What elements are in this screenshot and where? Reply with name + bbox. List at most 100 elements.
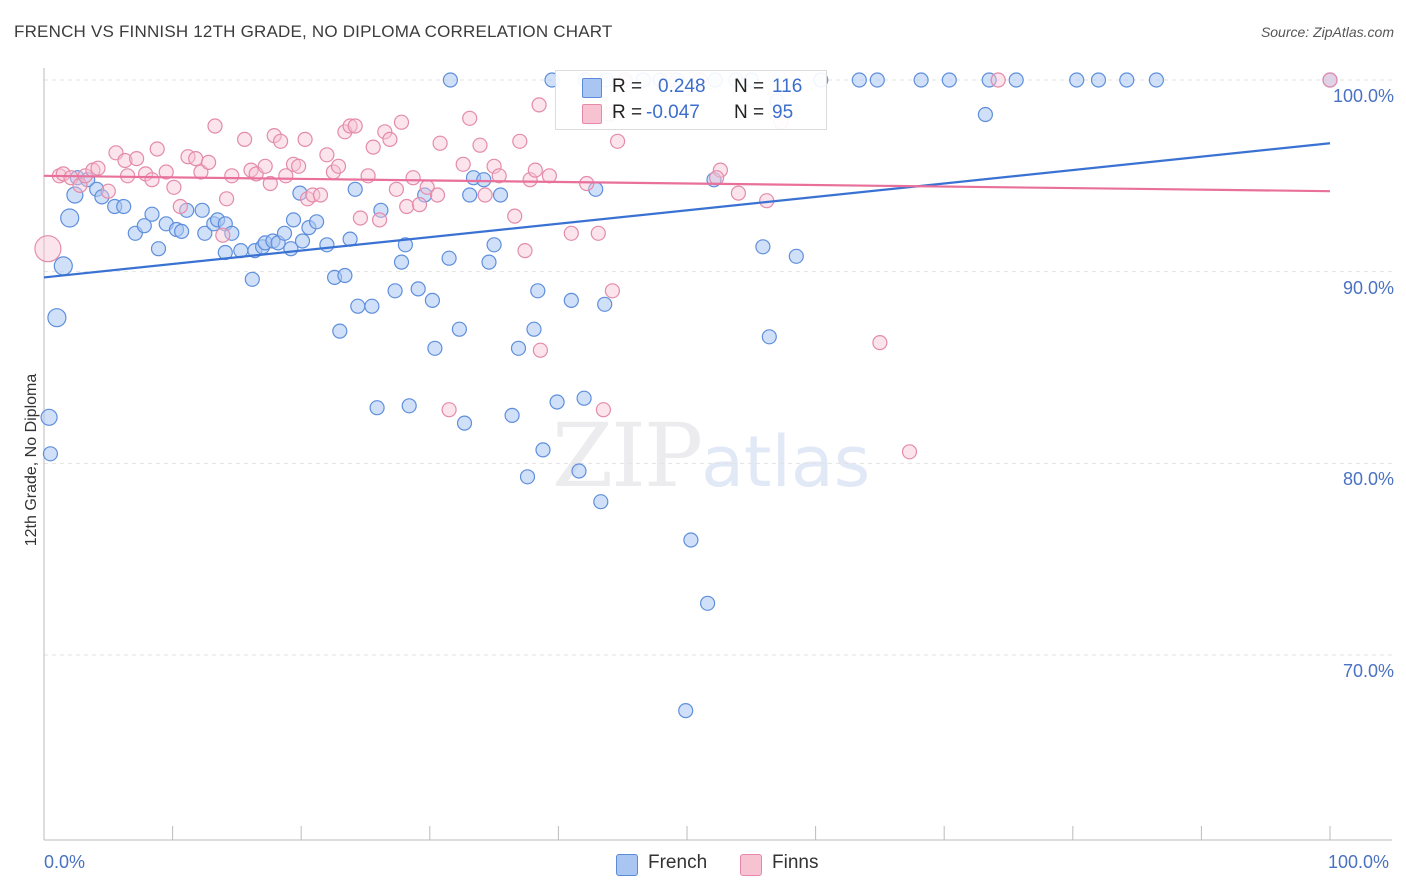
finns-point (90, 160, 106, 176)
french-point (597, 296, 613, 312)
finns-point (399, 198, 415, 215)
french-point (369, 400, 385, 416)
finns-point (432, 135, 448, 151)
french-point (393, 254, 410, 270)
finns-point (215, 227, 231, 243)
french-point (47, 308, 67, 328)
finns-point (990, 72, 1006, 88)
finns-point (312, 187, 329, 203)
french-point (66, 186, 84, 204)
finns-point (365, 139, 381, 155)
finns-point (472, 137, 488, 153)
finns-trend-line (43, 174, 1331, 193)
legend-n-value: 95 (772, 102, 794, 123)
french-point (276, 225, 293, 241)
legend-swatch-french (582, 78, 602, 98)
french-point (678, 702, 694, 719)
finns-point (730, 185, 747, 201)
french-point (576, 390, 592, 406)
finns-point (512, 133, 528, 149)
finns-point (330, 158, 347, 174)
finns-point (429, 187, 446, 203)
french-point (492, 187, 509, 203)
french-point (401, 398, 417, 414)
bottom-legend-swatch-french (616, 854, 638, 876)
chart-title: FRENCH VS FINNISH 12TH GRADE, NO DIPLOMA… (14, 22, 613, 41)
finns-point (237, 131, 253, 147)
finns-point (532, 342, 549, 358)
french-point (40, 408, 58, 426)
french-point (571, 463, 587, 479)
finns-point (579, 175, 595, 192)
finns-point (901, 444, 918, 460)
french-point (347, 181, 363, 197)
finns-point (712, 162, 729, 178)
finns-point (55, 166, 71, 182)
finns-point (531, 97, 547, 113)
legend-r-label: R = (612, 102, 643, 123)
french-point (549, 394, 565, 410)
legend-row-finns: R = -0.047 N = 95 (556, 101, 826, 127)
french-point (337, 267, 353, 284)
finns-point (72, 177, 88, 193)
french-point (977, 106, 994, 123)
legend-r-value: -0.047 (646, 102, 700, 123)
legend-n-label: N = (734, 102, 765, 123)
finns-point (34, 235, 62, 263)
french-point (1148, 72, 1165, 88)
finns-point (595, 402, 612, 418)
french-point (441, 250, 457, 266)
french-point (530, 283, 546, 299)
french-point (144, 206, 160, 222)
finns-point (393, 114, 410, 130)
french-trend-line (43, 142, 1331, 279)
french-point (350, 298, 366, 314)
french-point (60, 208, 80, 228)
french-point (410, 281, 426, 297)
french-point (136, 218, 152, 234)
french-point (1090, 72, 1107, 88)
finns-point (517, 243, 533, 259)
finns-point (342, 118, 358, 134)
finns-point (382, 131, 398, 147)
finns-point (207, 118, 223, 134)
french-point (285, 212, 302, 228)
french-point (788, 248, 804, 264)
finns-point (172, 198, 188, 215)
finns-point (319, 147, 335, 163)
french-point (1069, 72, 1085, 88)
finns-point (541, 168, 558, 184)
french-point (476, 172, 492, 188)
finns-point (411, 197, 428, 213)
finns-point (462, 110, 478, 126)
french-point (519, 469, 536, 485)
finns-point (100, 183, 116, 199)
finns-point (372, 212, 388, 228)
y-tick-label-70: 70.0% (1342, 661, 1394, 681)
french-point (451, 321, 467, 337)
french-point (224, 225, 240, 241)
french-point (563, 292, 579, 308)
french-point (319, 237, 335, 253)
legend: R = 0.248 N = 116 R = -0.047 N = 95 (555, 70, 827, 130)
watermark-zip: ZIP (552, 404, 703, 507)
finns-point (257, 158, 273, 174)
finns-point (262, 175, 278, 192)
finns-point (347, 118, 363, 134)
bottom-legend-label-finns: Finns (772, 852, 819, 873)
finns-point (708, 170, 725, 186)
french-point (442, 72, 458, 88)
french-point (535, 442, 551, 458)
french-point (387, 283, 403, 299)
legend-n-label: N = (734, 76, 765, 97)
french-point (941, 72, 957, 88)
finns-point (604, 283, 621, 299)
french-point (683, 532, 699, 548)
french-point (526, 321, 542, 337)
watermark: ZIPatlas (552, 404, 870, 507)
french-point (510, 340, 527, 356)
french-point (174, 223, 190, 239)
finns-point (491, 168, 507, 184)
french-point (309, 214, 325, 230)
